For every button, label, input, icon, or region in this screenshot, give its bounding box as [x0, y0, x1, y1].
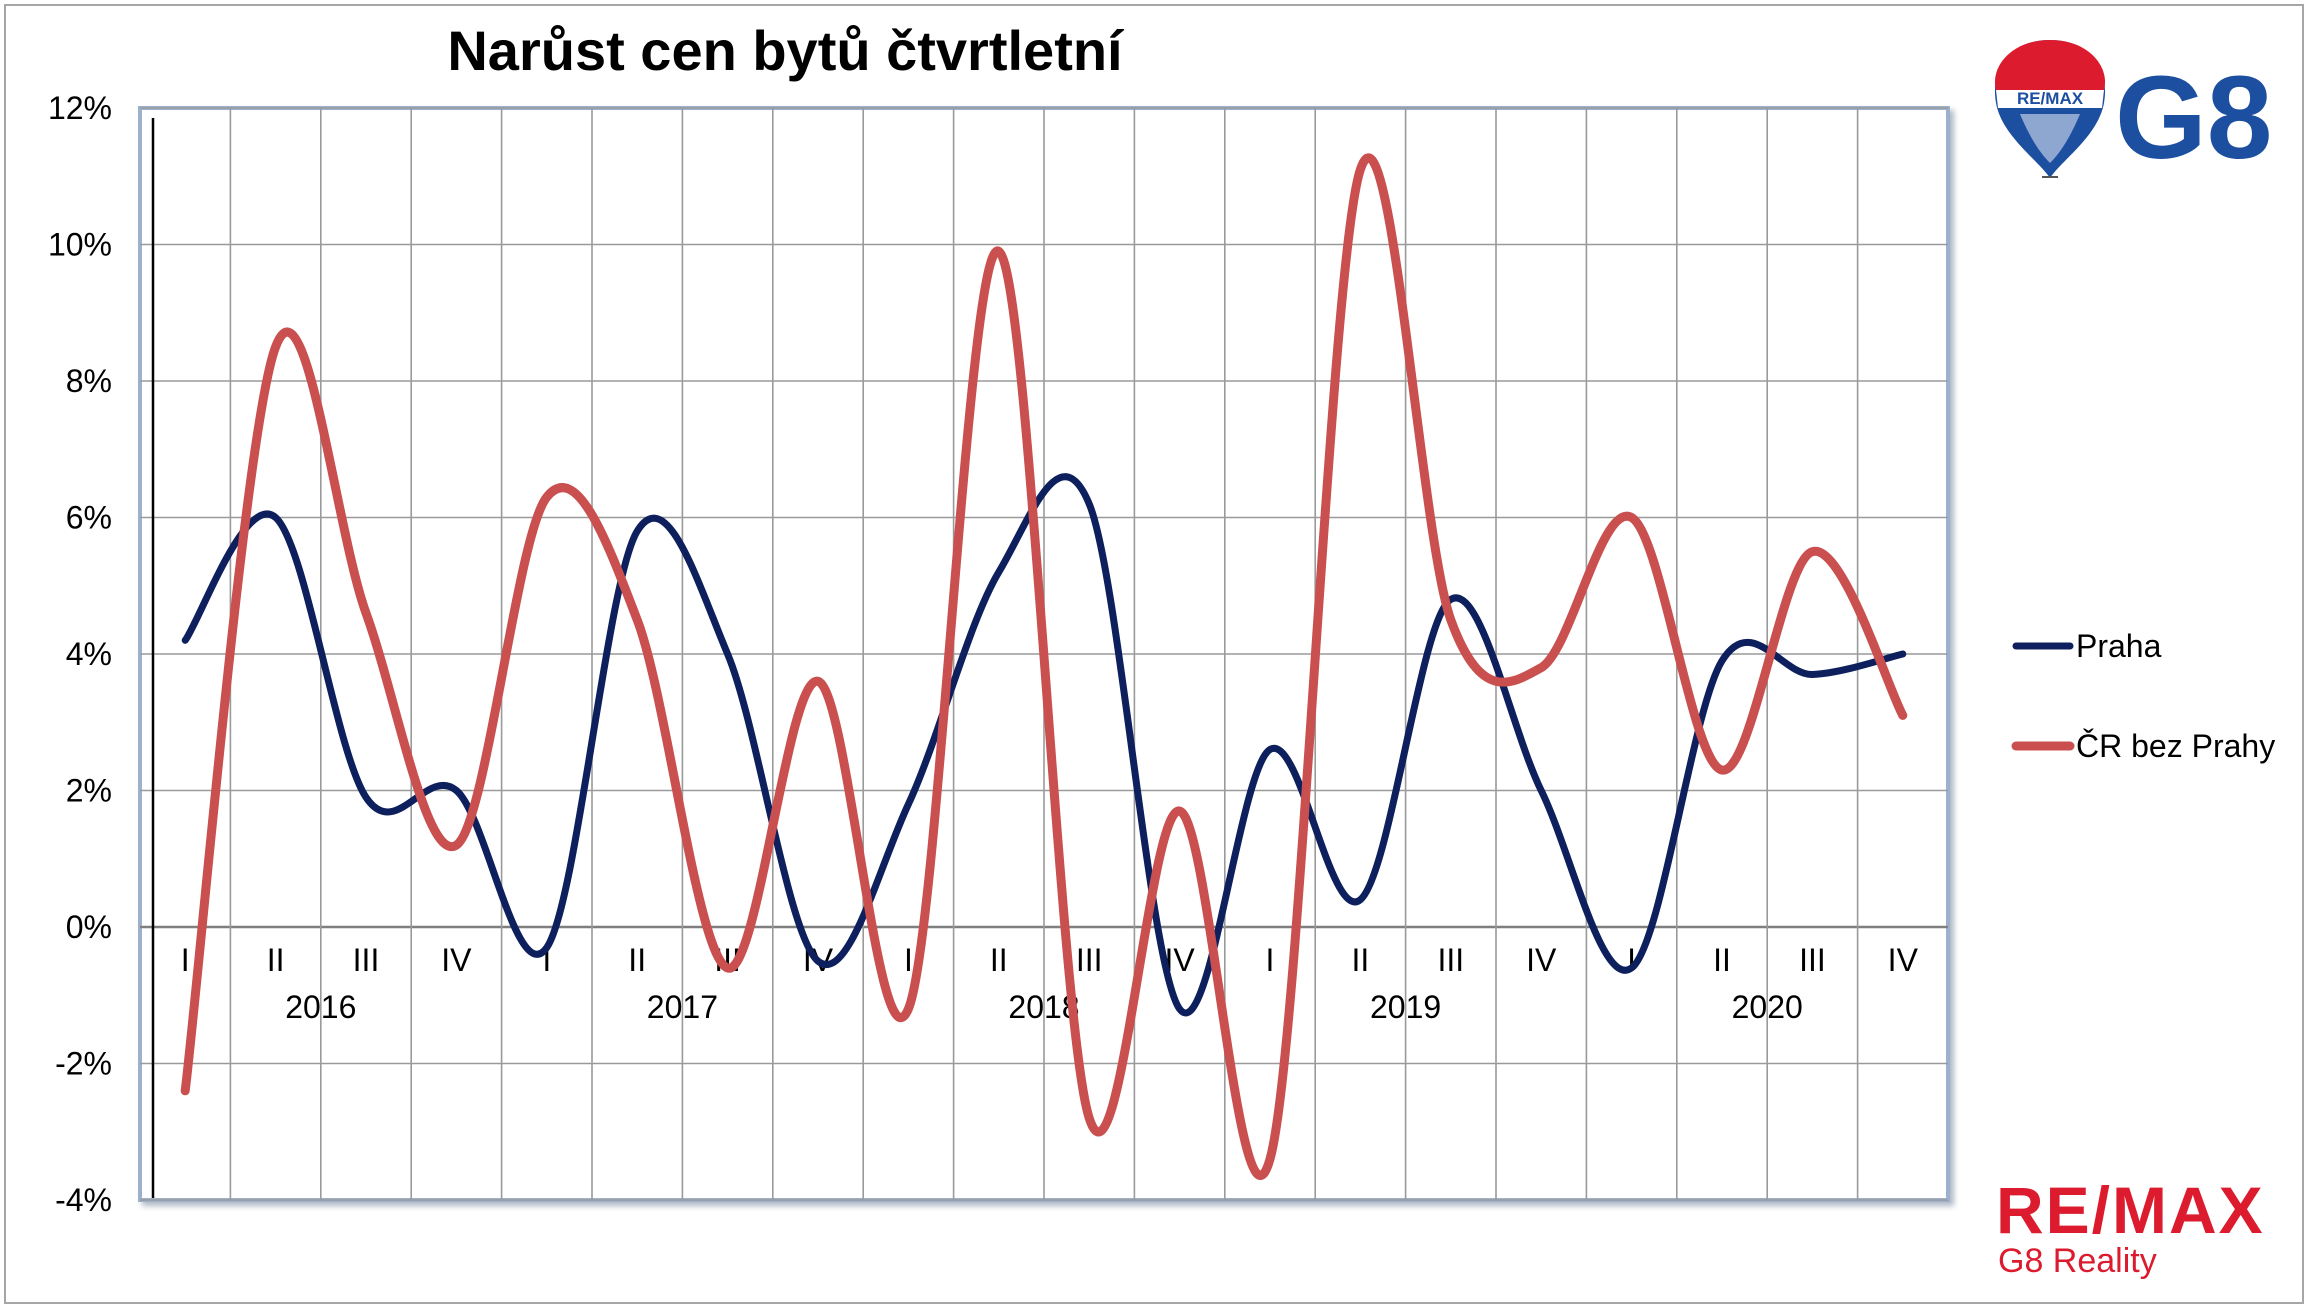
y-axis-ticks: 12% 10% 8% 6% 4% 2% 0% -2% -4% [48, 90, 112, 1218]
remax-wordmark: RE/MAX [1996, 1173, 2265, 1247]
quarter-label: II [267, 942, 285, 978]
legend-label: Praha [2076, 628, 2162, 664]
y-tick-label: -2% [55, 1046, 112, 1082]
y-tick-label: 4% [66, 636, 112, 672]
quarter-label: II [1713, 942, 1731, 978]
y-tick-label: 12% [48, 90, 112, 126]
quarter-label: IV [1888, 942, 1919, 978]
y-tick-label: 0% [66, 909, 112, 945]
grid [140, 107, 1948, 1201]
balloon-icon: RE/MAX G8 [1994, 40, 2272, 184]
quarter-label: III [1076, 942, 1103, 978]
quarter-label: IV [1526, 942, 1557, 978]
quarter-label: II [628, 942, 646, 978]
quarter-label: III [1437, 942, 1464, 978]
balloon-text: RE/MAX [2017, 89, 2084, 108]
series-lines [180, 153, 1908, 1180]
y-tick-label: 2% [66, 773, 112, 809]
quarter-label: I [904, 942, 913, 978]
quarter-label: I [1627, 942, 1636, 978]
y-tick-label: -4% [55, 1182, 112, 1218]
quarter-label: III [353, 942, 380, 978]
year-label: 2016 [285, 989, 356, 1025]
series-cr-bez-prahy-line [180, 153, 1908, 1180]
year-label: 2020 [1732, 989, 1803, 1025]
quarter-label: I [1266, 942, 1275, 978]
quarter-label: II [1352, 942, 1370, 978]
legend-label: ČR bez Prahy [2076, 728, 2275, 764]
y-tick-label: 10% [48, 227, 112, 263]
quarter-label: I [181, 942, 190, 978]
remax-g8-reality-logo: RE/MAX G8 Reality [1996, 1172, 2296, 1282]
year-label: 2019 [1370, 989, 1441, 1025]
quarter-label: II [990, 942, 1008, 978]
x-axis-labels: I II III IV I II III IV I II III IV I II III IV I II III IV… [181, 942, 1919, 1025]
remax-subtitle: G8 Reality [1998, 1242, 2157, 1280]
chart-title: Narůst cen bytů čtvrtletní [447, 19, 1123, 82]
y-tick-label: 6% [66, 500, 112, 536]
year-label: 2017 [647, 989, 718, 1025]
quarter-label: I [542, 942, 551, 978]
legend: Praha ČR bez Prahy [2011, 628, 2275, 764]
series-praha-line [181, 473, 1907, 1017]
y-tick-label: 8% [66, 363, 112, 399]
g8-text: G8 [2115, 52, 2272, 178]
quarter-label: III [1799, 942, 1826, 978]
remax-g8-logo: RE/MAX G8 [1990, 28, 2290, 184]
quarter-label: IV [441, 942, 472, 978]
